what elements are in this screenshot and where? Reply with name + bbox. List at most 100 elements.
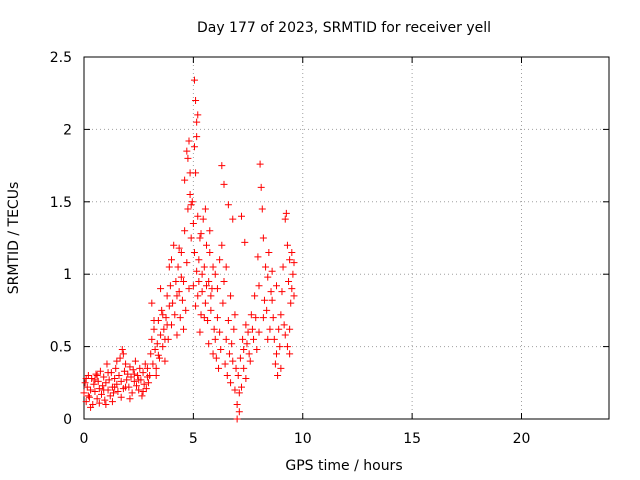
data-point bbox=[166, 282, 174, 290]
data-point bbox=[123, 376, 131, 384]
data-point bbox=[104, 369, 112, 377]
data-point bbox=[281, 331, 289, 339]
data-point bbox=[184, 205, 192, 213]
data-point bbox=[135, 386, 143, 394]
data-point bbox=[181, 227, 189, 235]
data-point bbox=[116, 354, 124, 362]
data-point bbox=[259, 314, 267, 322]
data-point bbox=[180, 325, 188, 333]
data-point bbox=[100, 373, 108, 381]
data-point bbox=[171, 311, 179, 319]
data-point bbox=[241, 238, 249, 246]
data-point bbox=[190, 248, 198, 256]
data-point bbox=[255, 282, 263, 290]
data-point bbox=[238, 383, 245, 391]
data-point bbox=[197, 311, 205, 319]
data-point bbox=[286, 256, 294, 264]
data-point bbox=[103, 360, 111, 368]
data-point bbox=[173, 331, 181, 339]
data-point bbox=[102, 379, 110, 387]
data-point bbox=[232, 364, 240, 372]
data-point bbox=[209, 350, 217, 358]
data-point bbox=[224, 317, 232, 325]
data-point bbox=[105, 376, 113, 384]
data-point bbox=[220, 180, 228, 188]
data-point bbox=[178, 296, 186, 304]
data-point bbox=[189, 282, 197, 290]
data-point bbox=[169, 299, 177, 307]
data-point bbox=[173, 292, 181, 300]
x-tick-label: 15 bbox=[403, 431, 421, 447]
data-point bbox=[119, 350, 127, 358]
data-point bbox=[236, 354, 244, 362]
data-point bbox=[91, 387, 99, 395]
data-point bbox=[157, 331, 165, 339]
data-point bbox=[126, 395, 134, 403]
data-point bbox=[213, 285, 221, 293]
data-point bbox=[94, 377, 102, 385]
data-point bbox=[283, 343, 291, 351]
data-point bbox=[227, 379, 235, 387]
data-point bbox=[290, 292, 298, 300]
data-point bbox=[275, 325, 283, 333]
x-tick-label: 5 bbox=[189, 431, 198, 447]
data-point bbox=[183, 147, 191, 155]
y-tick-label: 2 bbox=[63, 122, 72, 138]
data-point bbox=[163, 292, 171, 300]
data-point bbox=[136, 364, 144, 372]
data-point bbox=[192, 169, 200, 177]
data-point bbox=[277, 364, 285, 372]
data-point bbox=[278, 288, 286, 296]
data-point bbox=[127, 373, 135, 381]
data-point bbox=[112, 364, 120, 372]
data-point bbox=[111, 374, 119, 382]
data-point bbox=[129, 366, 137, 374]
data-point bbox=[270, 335, 278, 343]
data-point bbox=[92, 370, 100, 378]
data-point bbox=[159, 343, 167, 351]
data-point bbox=[250, 335, 258, 343]
data-point bbox=[280, 321, 288, 329]
data-point bbox=[265, 248, 273, 256]
data-point bbox=[100, 386, 108, 394]
data-point bbox=[175, 244, 183, 252]
data-point bbox=[200, 314, 208, 322]
data-point bbox=[165, 302, 173, 310]
data-point bbox=[190, 143, 198, 151]
y-tick-label: 2.5 bbox=[50, 50, 72, 66]
data-point bbox=[185, 137, 193, 145]
data-point bbox=[80, 389, 88, 397]
data-point bbox=[246, 357, 254, 365]
data-point bbox=[185, 285, 193, 293]
data-point bbox=[212, 354, 220, 362]
data-point bbox=[159, 311, 167, 319]
data-point bbox=[161, 335, 169, 343]
data-point bbox=[117, 377, 125, 385]
data-point bbox=[141, 360, 149, 368]
data-point bbox=[93, 372, 101, 380]
data-point bbox=[145, 379, 153, 387]
data-point bbox=[114, 387, 122, 395]
data-point bbox=[128, 389, 136, 397]
data-point bbox=[285, 277, 293, 285]
data-point bbox=[111, 383, 119, 391]
data-point bbox=[277, 311, 285, 319]
data-point bbox=[150, 325, 158, 333]
y-axis-label: SRMTID / TECUs bbox=[6, 182, 22, 295]
data-point bbox=[230, 325, 238, 333]
data-point bbox=[161, 357, 169, 365]
data-point bbox=[229, 215, 237, 223]
data-point bbox=[186, 191, 194, 199]
data-point bbox=[120, 367, 128, 375]
data-point bbox=[217, 345, 225, 353]
data-point bbox=[117, 393, 125, 401]
data-point bbox=[225, 350, 233, 358]
data-point bbox=[244, 328, 252, 336]
data-point bbox=[187, 234, 195, 242]
data-point bbox=[288, 285, 296, 293]
data-point bbox=[273, 350, 280, 358]
data-point bbox=[124, 370, 132, 378]
data-point bbox=[211, 335, 219, 343]
data-point bbox=[263, 306, 271, 314]
